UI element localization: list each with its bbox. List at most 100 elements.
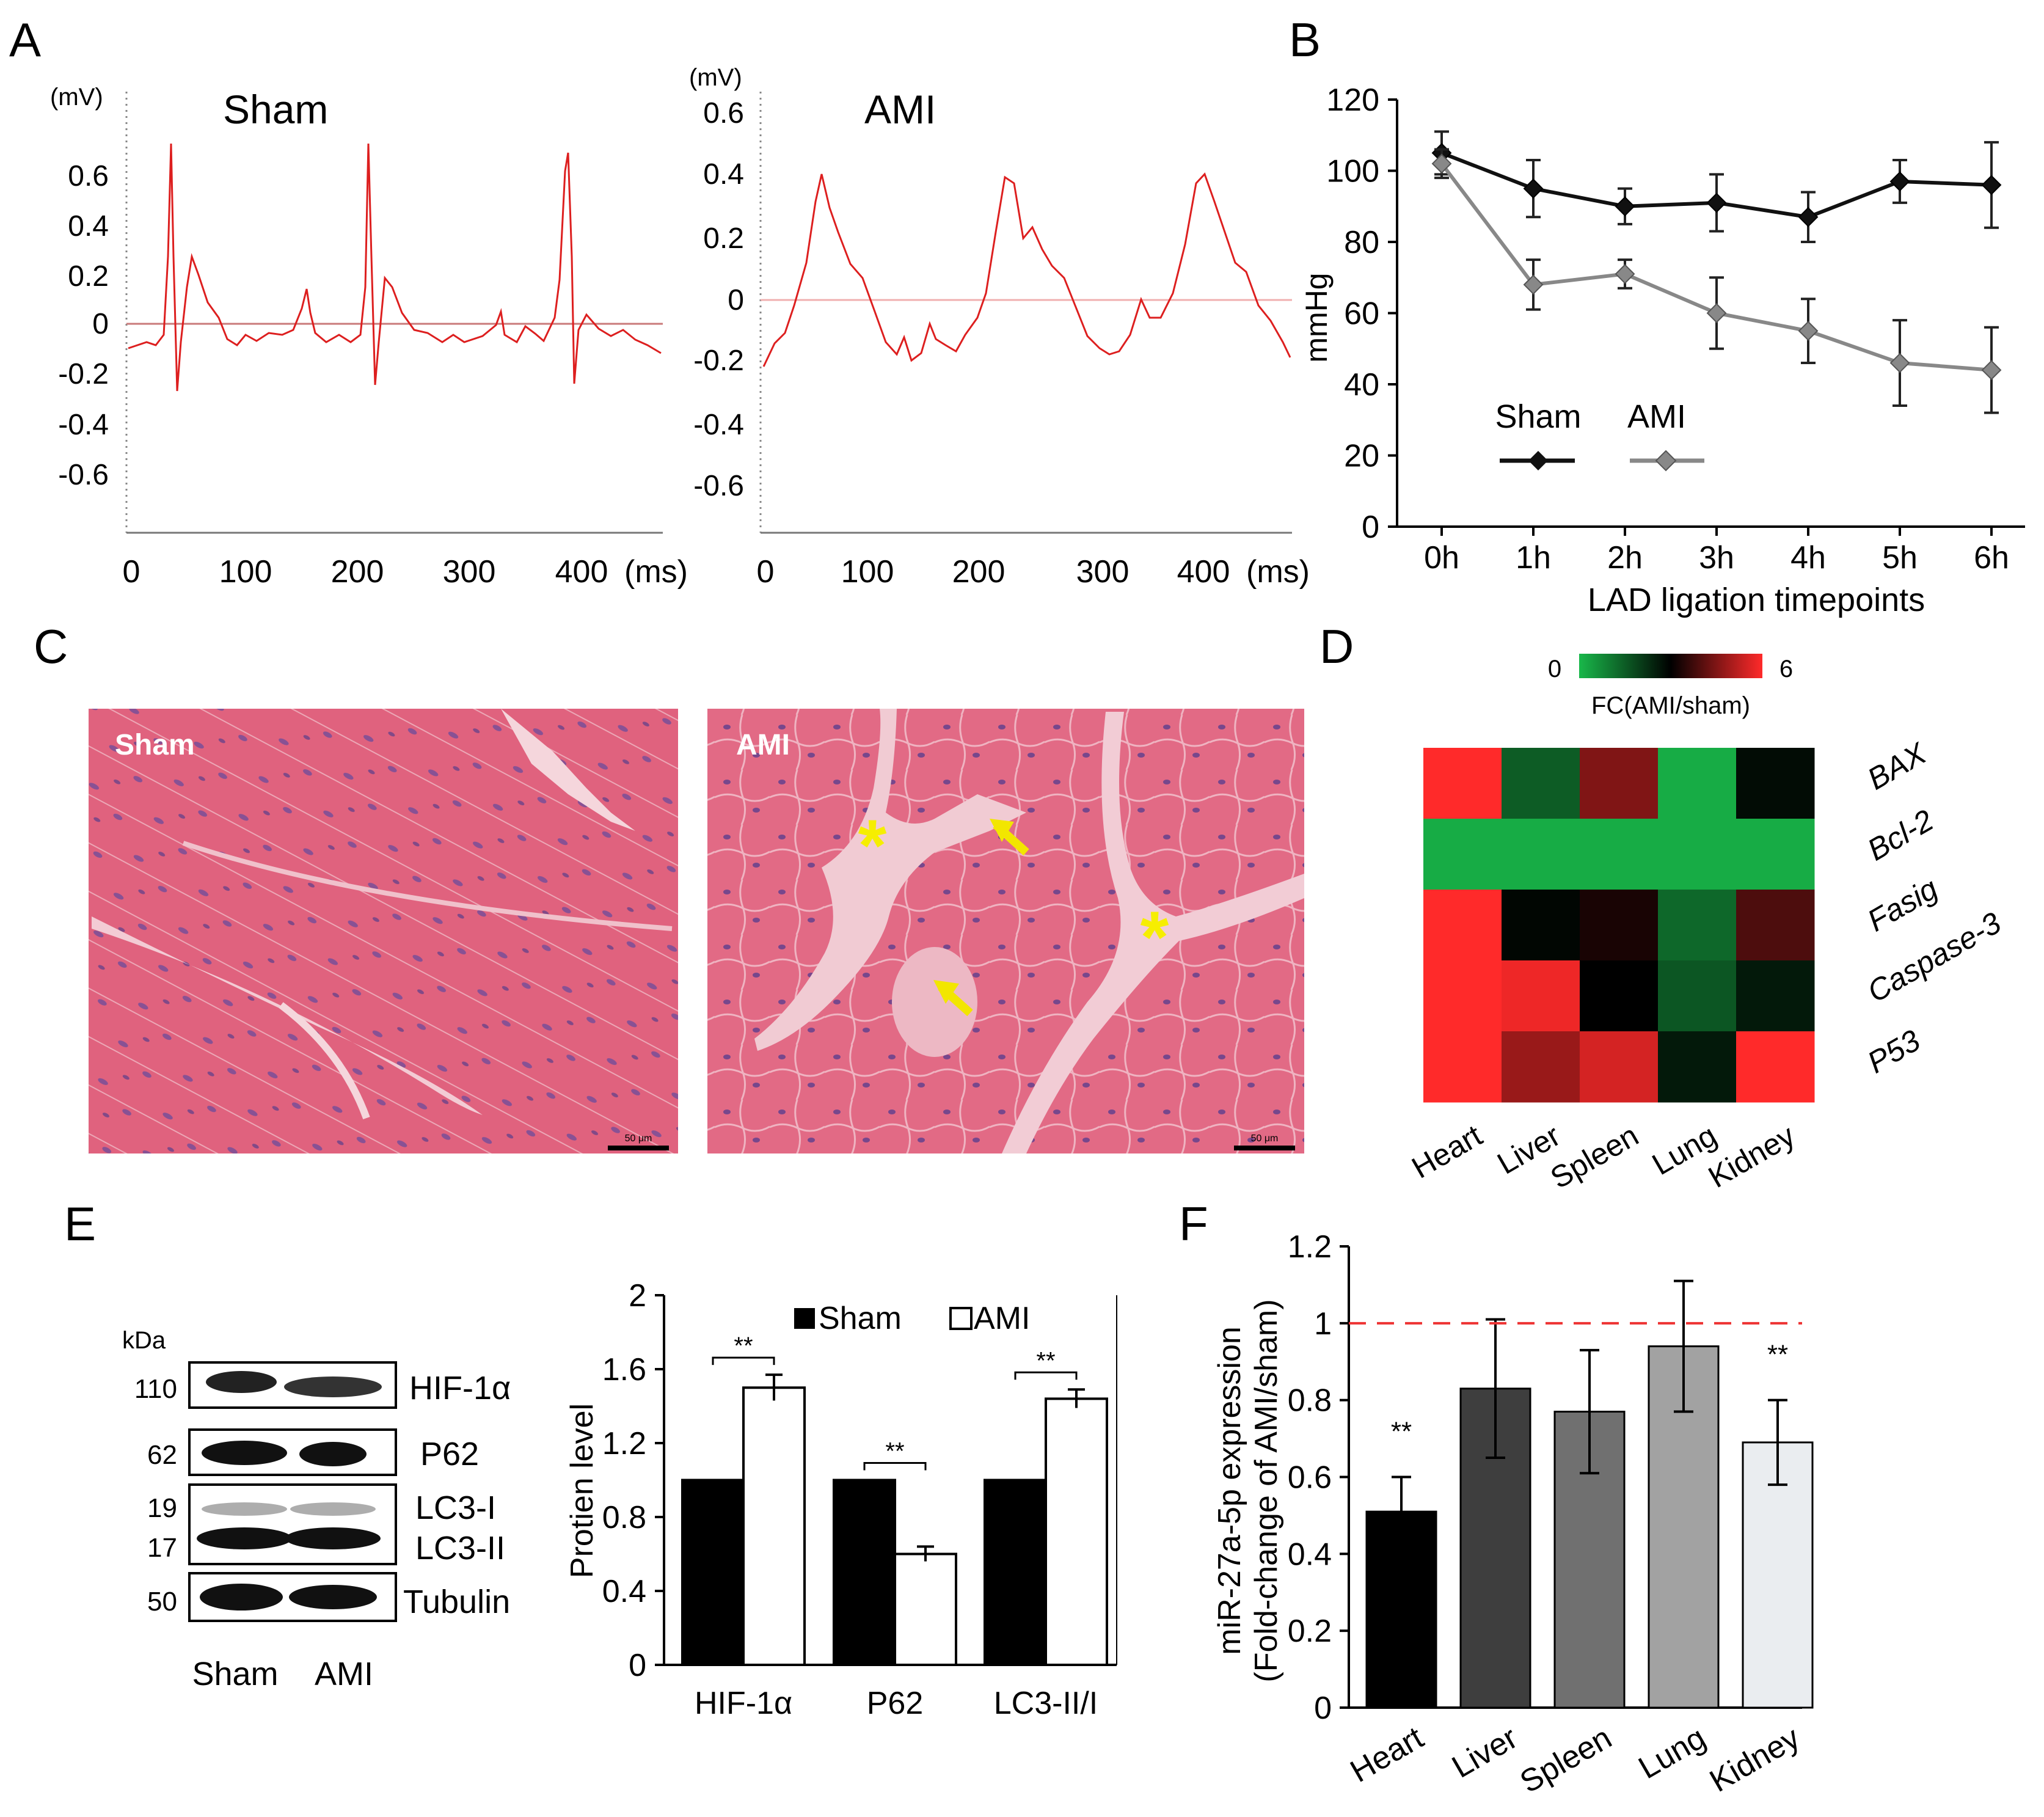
heatmap-cell [1502,960,1580,1032]
chart-b-x-tick: 6h [1974,540,2009,576]
heatmap-colorbar-min: 0 [1548,656,1561,682]
blot-band-hif-sham [206,1371,277,1393]
chart-b-series-ami [1431,148,2002,414]
heatmap-cell [1423,1031,1502,1103]
ecg-ami-x-tick: 0 [757,554,775,590]
chart-b-point-sham [1889,171,1910,192]
chart-b-y-tick: 20 [1344,439,1379,474]
histology-sham-label: Sham [115,729,195,761]
chart-b-point-sham [1523,178,1544,199]
heatmap-cell [1736,1031,1815,1103]
heatmap-cell [1423,748,1502,819]
histology-ami-label: AMI [736,729,790,761]
chart-e-y-tick: 0.8 [602,1500,646,1535]
chart-b-legend-label-ami: AMI [1627,398,1686,435]
blot-band-p62-ami [299,1442,367,1466]
blot-label-tubulin: Tubulin [403,1584,510,1620]
ecg-ami-trace [762,172,1291,367]
blot-band-p62-sham [202,1441,287,1465]
chart-b-legend-label-sham: Sham [1495,398,1581,435]
histology-ami-scale-bar [1234,1146,1295,1150]
ecg-ami-y-tick: 0 [728,284,744,316]
histology-ami-scale-text: 50 μm [1251,1133,1279,1144]
heatmap-cell [1502,748,1580,819]
heatmap-row-label: Bcl-2 [1862,803,1940,868]
ecg-sham-y-tick: -0.2 [58,358,109,390]
blot-band-lc3ii-ami [285,1527,381,1549]
heatmap-col-label: Spleen [1545,1118,1644,1195]
chart-f-y-tick: 0.6 [1288,1460,1332,1496]
western-blot: kDa 110 62 19 17 50 HIF-1α P62 LC3-I LC3… [122,1327,511,1692]
chart-e-bar-ami [894,1552,957,1666]
chart-f-y-label-2: (Fold-change of AMI/sham) [1249,1299,1284,1682]
ecg-sham-y-tick: 0.2 [68,260,109,293]
chart-e-x-tick: P62 [867,1686,924,1721]
chart-b-point-sham [1706,192,1727,213]
chart-e-significance: ** [1036,1347,1055,1374]
chart-f-bar [1742,1441,1814,1709]
ecg-ami-panel: (mV) AMI 0.6 0.4 0.2 0 -0.2 -0.4 -0.6 0 100 200 3… [689,64,1310,590]
chart-b-point-ami [1798,321,1819,342]
chart-e-bar-sham [984,1479,1047,1666]
panel-label-c: C [34,620,68,673]
chart-b-point-ami [1889,353,1910,373]
blot-kda-hif: 110 [134,1374,177,1404]
chart-b-x-tick: 0h [1424,540,1459,576]
chart-f-y-tick: 1 [1314,1306,1332,1342]
heatmap-cell [1736,960,1815,1032]
blood-pressure-chart: mmHg LAD ligation timepoints 0 20 40 60 80 10… [1299,82,2025,618]
chart-b-point-ami [1431,153,1452,174]
heatmap-cell [1580,960,1659,1032]
lesion-arrow-2 [933,980,973,1017]
chart-e-y-tick: 1.2 [602,1426,646,1461]
chart-b-point-sham [1615,196,1635,217]
blot-label-p62: P62 [420,1436,479,1472]
heatmap-cell [1580,819,1659,890]
panel-label-e: E [64,1197,96,1251]
chart-f-y-tick: 0 [1314,1691,1332,1726]
chart-b-point-ami [1981,360,2002,381]
blot-kda-lc3i: 19 [147,1493,177,1523]
ecg-sham-y-tick: -0.4 [58,409,109,441]
ecg-sham-x-tick: 0 [123,554,141,590]
chart-e-legend: Sham AMI [794,1301,1030,1336]
chart-e-significance: ** [734,1333,753,1359]
chart-e-significance-bracket [712,1356,775,1365]
ecg-sham-title: Sham [223,87,328,132]
blot-band-tubulin-ami [289,1585,377,1609]
chart-b-x-tick: 4h [1790,540,1826,576]
ecg-sham-y-tick: -0.6 [58,459,109,491]
chart-b-y-tick: 0 [1362,510,1379,545]
ecg-sham-y-tick: 0.4 [68,210,109,243]
ecg-ami-y-tick: -0.2 [693,345,744,377]
chart-b-point-ami [1706,303,1727,323]
heatmap-cell [1580,890,1659,961]
ecg-ami-x-tick: 400 [1177,554,1230,590]
chart-f-significance: ** [1767,1340,1788,1370]
blot-label-hif: HIF-1α [409,1370,511,1406]
chart-e-x-tick: HIF-1α [695,1686,792,1721]
chart-f-bar [1553,1411,1626,1709]
necrosis-asterisk-2: * [1141,896,1169,978]
chart-b-point-ami [1615,264,1635,284]
panel-label-d: D [1319,620,1354,673]
panel-label-a: A [9,13,41,67]
panel-label-b: B [1289,13,1321,67]
protein-level-chart: Protien level 0 0.4 0.8 1.2 1.6 2 ** HIF-1α ** P… [564,1278,1117,1721]
chart-f-y-tick: 1.2 [1288,1229,1332,1265]
panel-label-f: F [1179,1197,1208,1251]
chart-f-x-tick: Lung [1633,1720,1712,1786]
blot-band-lc3ii-sham [197,1527,292,1549]
heatmap-cell [1423,819,1502,890]
blot-band-lc3i-ami [290,1502,376,1516]
chart-f-x-tick: Kidney [1704,1720,1806,1799]
blot-lane-ami: AMI [315,1656,373,1692]
ecg-sham-trace [128,143,662,392]
chart-b-y-tick: 100 [1326,154,1379,189]
blot-band-tubulin-sham [200,1584,283,1610]
ecg-ami-title: AMI [864,87,936,132]
chart-f-x-tick: Liver [1446,1720,1524,1785]
blot-band-lc3i-sham [202,1502,287,1516]
chart-e-legend-label-ami: AMI [974,1301,1030,1336]
chart-b-series-sham [1431,130,2002,243]
